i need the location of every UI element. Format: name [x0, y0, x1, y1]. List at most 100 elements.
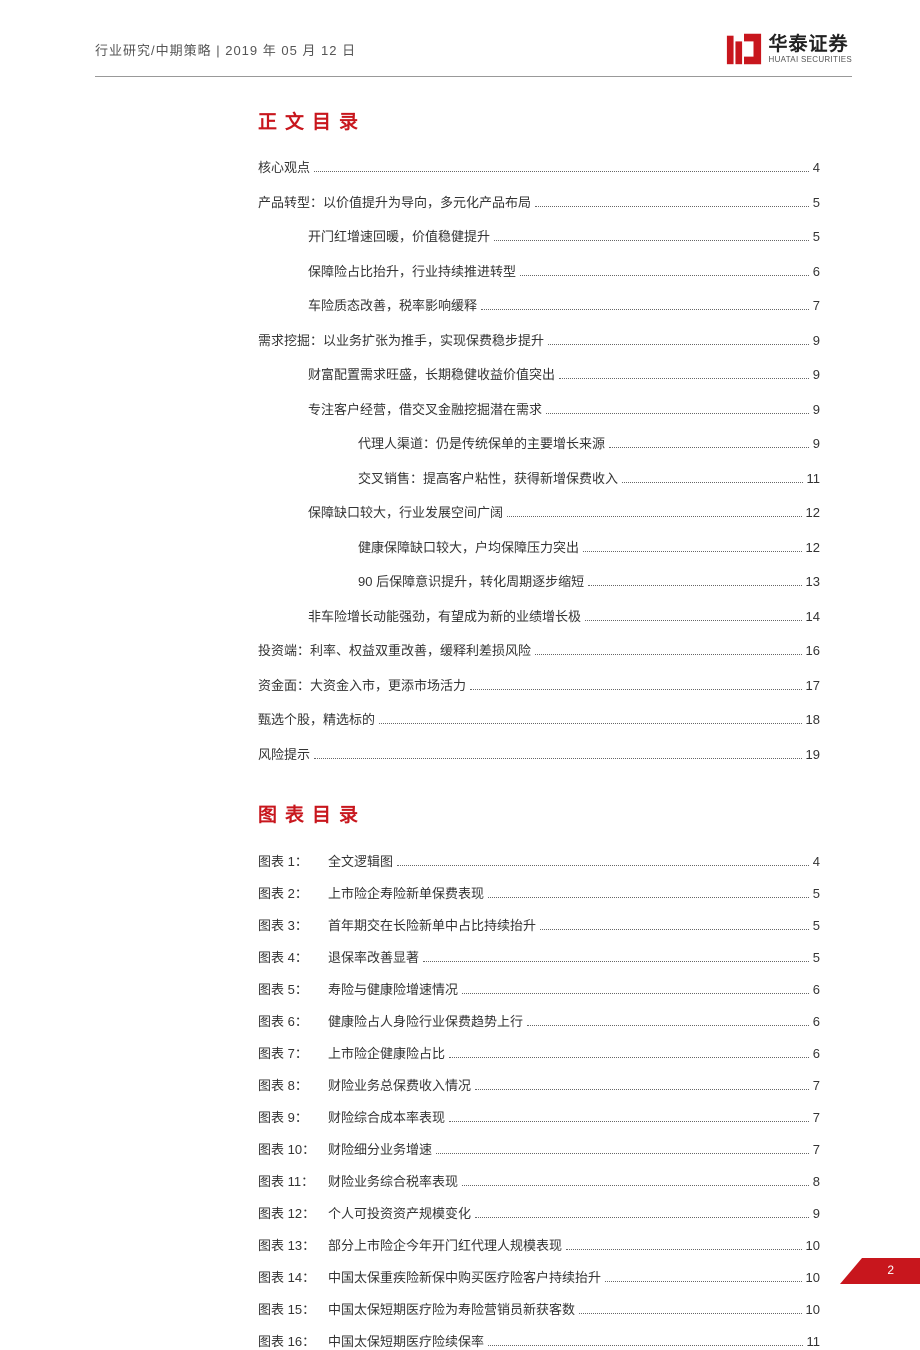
- logo-cn: 华泰证券: [769, 35, 852, 54]
- figures-list: 图表 1：全文逻辑图4 图表 2：上市险企寿险新单保费表现5 图表 3：首年期交在长…: [258, 851, 820, 1350]
- toc-item[interactable]: 90 后保障意识提升，转化周期逐步缩短13: [358, 572, 820, 592]
- toc-item[interactable]: 投资端：利率、权益双重改善，缓释利差损风险16: [258, 641, 820, 661]
- toc-label: 保障险占比抬升，行业持续推进转型: [308, 262, 516, 282]
- figure-title: 寿险与健康险增速情况: [328, 979, 458, 998]
- toc-leader-dots: [622, 482, 802, 483]
- toc-label: 风险提示: [258, 745, 310, 765]
- figure-number: 图表 8：: [258, 1075, 328, 1094]
- toc-item[interactable]: 产品转型：以价值提升为导向，多元化产品布局5: [258, 193, 820, 213]
- toc-item[interactable]: 车险质态改善，税率影响缓释7: [308, 296, 820, 316]
- figure-number: 图表 4：: [258, 947, 328, 966]
- figure-item[interactable]: 图表 10：财险细分业务增速7: [258, 1139, 820, 1158]
- figure-item[interactable]: 图表 3：首年期交在长险新单中占比持续抬升5: [258, 915, 820, 934]
- toc-item[interactable]: 保障缺口较大，行业发展空间广阔12: [308, 503, 820, 523]
- figure-leader-dots: [527, 1025, 809, 1026]
- toc-leader-dots: [535, 654, 802, 655]
- figure-item[interactable]: 图表 16：中国太保短期医疗险续保率 11: [258, 1331, 820, 1350]
- figure-item[interactable]: 图表 2：上市险企寿险新单保费表现5: [258, 883, 820, 902]
- figure-page: 7: [813, 1110, 820, 1125]
- toc-page: 7: [813, 296, 820, 316]
- figure-item[interactable]: 图表 5：寿险与健康险增速情况6: [258, 979, 820, 998]
- toc-leader-dots: [520, 275, 809, 276]
- toc-page: 12: [806, 503, 820, 523]
- toc-item[interactable]: 财富配置需求旺盛，长期稳健收益价值突出 9: [308, 365, 820, 385]
- toc-item[interactable]: 代理人渠道：仍是传统保单的主要增长来源9: [358, 434, 820, 454]
- toc-page: 9: [813, 434, 820, 454]
- figure-leader-dots: [462, 1185, 809, 1186]
- toc-leader-dots: [535, 206, 809, 207]
- figure-page: 11: [807, 1334, 821, 1349]
- toc-leader-dots: [507, 516, 802, 517]
- figure-page: 7: [813, 1078, 820, 1093]
- figure-leader-dots: [488, 897, 809, 898]
- logo-text: 华泰证券 HUATAI SECURITIES: [769, 35, 852, 64]
- figure-title: 财险综合成本率表现: [328, 1107, 445, 1126]
- figure-item[interactable]: 图表 7：上市险企健康险占比6: [258, 1043, 820, 1062]
- figure-number: 图表 16：: [258, 1331, 328, 1350]
- toc-page: 14: [806, 607, 820, 627]
- toc-label: 专注客户经营，借交叉金融挖掘潜在需求: [308, 400, 542, 420]
- toc-page: 9: [813, 400, 820, 420]
- toc-label: 健康保障缺口较大，户均保障压力突出: [358, 538, 579, 558]
- figure-number: 图表 2：: [258, 883, 328, 902]
- figure-item[interactable]: 图表 9：财险综合成本率表现 7: [258, 1107, 820, 1126]
- figure-page: 6: [813, 1014, 820, 1029]
- toc-label: 财富配置需求旺盛，长期稳健收益价值突出: [308, 365, 555, 385]
- figure-item[interactable]: 图表 8：财险业务总保费收入情况7: [258, 1075, 820, 1094]
- toc-list: 核心观点4 产品转型：以价值提升为导向，多元化产品布局5 开门红增速回暖，价值稳健提…: [258, 158, 820, 764]
- figure-leader-dots: [605, 1281, 802, 1282]
- toc-page: 5: [813, 227, 820, 247]
- figure-item[interactable]: 图表 11：财险业务综合税率表现 8: [258, 1171, 820, 1190]
- toc-label: 核心观点: [258, 158, 310, 178]
- toc-item[interactable]: 开门红增速回暖，价值稳健提升5: [308, 227, 820, 247]
- figure-number: 图表 9：: [258, 1107, 328, 1126]
- figure-leader-dots: [566, 1249, 802, 1250]
- toc-leader-dots: [314, 171, 809, 172]
- toc-label: 交叉销售：提高客户粘性，获得新增保费收入: [358, 469, 618, 489]
- toc-leader-dots: [481, 309, 809, 310]
- toc-leader-dots: [585, 620, 802, 621]
- toc-leader-dots: [470, 689, 802, 690]
- figure-item[interactable]: 图表 13：部分上市险企今年开门红代理人规模表现10: [258, 1235, 820, 1254]
- toc-leader-dots: [546, 413, 809, 414]
- logo-icon: [725, 30, 763, 68]
- toc-page: 6: [813, 262, 820, 282]
- toc-item[interactable]: 健康保障缺口较大，户均保障压力突出12: [358, 538, 820, 558]
- figure-number: 图表 11：: [258, 1171, 328, 1190]
- toc-item[interactable]: 交叉销售：提高客户粘性，获得新增保费收入11: [358, 469, 820, 489]
- figure-item[interactable]: 图表 14：中国太保重疾险新保中购买医疗险客户持续抬升10: [258, 1267, 820, 1286]
- toc-item[interactable]: 保障险占比抬升，行业持续推进转型 6: [308, 262, 820, 282]
- figure-item[interactable]: 图表 1：全文逻辑图4: [258, 851, 820, 870]
- figure-title: 首年期交在长险新单中占比持续抬升: [328, 915, 536, 934]
- figure-title: 财险细分业务增速: [328, 1139, 432, 1158]
- figure-title: 健康险占人身险行业保费趋势上行: [328, 1011, 523, 1030]
- figure-leader-dots: [397, 865, 809, 866]
- figure-leader-dots: [423, 961, 809, 962]
- figure-title: 中国太保短期医疗险续保率: [328, 1331, 484, 1350]
- toc-item[interactable]: 非车险增长动能强劲，有望成为新的业绩增长极 14: [308, 607, 820, 627]
- toc-item[interactable]: 需求挖掘：以业务扩张为推手，实现保费稳步提升9: [258, 331, 820, 351]
- toc-label: 90 后保障意识提升，转化周期逐步缩短: [358, 572, 584, 592]
- figure-number: 图表 10：: [258, 1139, 328, 1158]
- figure-title: 个人可投资资产规模变化: [328, 1203, 471, 1222]
- toc-leader-dots: [609, 447, 809, 448]
- figure-page: 6: [813, 982, 820, 997]
- figure-title: 退保率改善显著: [328, 947, 419, 966]
- figure-item[interactable]: 图表 12：个人可投资资产规模变化9: [258, 1203, 820, 1222]
- toc-page: 9: [813, 365, 820, 385]
- figure-leader-dots: [540, 929, 809, 930]
- toc-item[interactable]: 专注客户经营，借交叉金融挖掘潜在需求 9: [308, 400, 820, 420]
- figure-page: 8: [813, 1174, 820, 1189]
- figure-title: 财险业务综合税率表现: [328, 1171, 458, 1190]
- toc-label: 非车险增长动能强劲，有望成为新的业绩增长极: [308, 607, 581, 627]
- figure-leader-dots: [475, 1217, 809, 1218]
- toc-item[interactable]: 风险提示19: [258, 745, 820, 765]
- toc-item[interactable]: 甄选个股，精选标的18: [258, 710, 820, 730]
- toc-label: 甄选个股，精选标的: [258, 710, 375, 730]
- figure-item[interactable]: 图表 4：退保率改善显著5: [258, 947, 820, 966]
- figure-item[interactable]: 图表 6：健康险占人身险行业保费趋势上行6: [258, 1011, 820, 1030]
- toc-item[interactable]: 核心观点4: [258, 158, 820, 178]
- toc-item[interactable]: 资金面：大资金入市，更添市场活力17: [258, 676, 820, 696]
- figure-leader-dots: [462, 993, 809, 994]
- toc-leader-dots: [559, 378, 809, 379]
